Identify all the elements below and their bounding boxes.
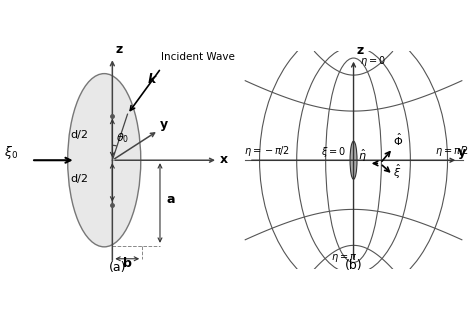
Text: d/2: d/2	[71, 130, 89, 140]
Text: (b): (b)	[345, 259, 362, 272]
Text: $\eta = \pi/2$: $\eta = \pi/2$	[435, 144, 469, 158]
Text: a: a	[166, 193, 175, 206]
Text: $\hat{\Phi}$: $\hat{\Phi}$	[393, 132, 404, 148]
Text: x: x	[219, 153, 228, 166]
Text: $\eta = \pi$: $\eta = \pi$	[331, 252, 357, 265]
Text: $\xi_0$: $\xi_0$	[3, 144, 18, 161]
Text: z: z	[116, 43, 123, 56]
Text: $\eta = 0$: $\eta = 0$	[360, 54, 385, 68]
Text: k: k	[147, 73, 156, 86]
Text: b: b	[123, 257, 132, 270]
Ellipse shape	[68, 74, 141, 247]
Text: $\xi = 0$: $\xi = 0$	[320, 145, 346, 159]
Text: y: y	[160, 118, 168, 131]
Text: $\hat{\xi}$: $\hat{\xi}$	[393, 163, 402, 181]
Text: $\eta = -\pi/2$: $\eta = -\pi/2$	[245, 144, 291, 158]
Text: $\theta_0$: $\theta_0$	[116, 131, 129, 145]
Text: $\hat{\eta}$: $\hat{\eta}$	[357, 147, 366, 164]
Text: d/2: d/2	[71, 174, 89, 184]
Text: (a): (a)	[109, 261, 127, 274]
Ellipse shape	[350, 141, 357, 179]
Text: y: y	[457, 146, 465, 160]
Text: Incident Wave: Incident Wave	[161, 52, 235, 62]
Text: z: z	[357, 44, 364, 58]
